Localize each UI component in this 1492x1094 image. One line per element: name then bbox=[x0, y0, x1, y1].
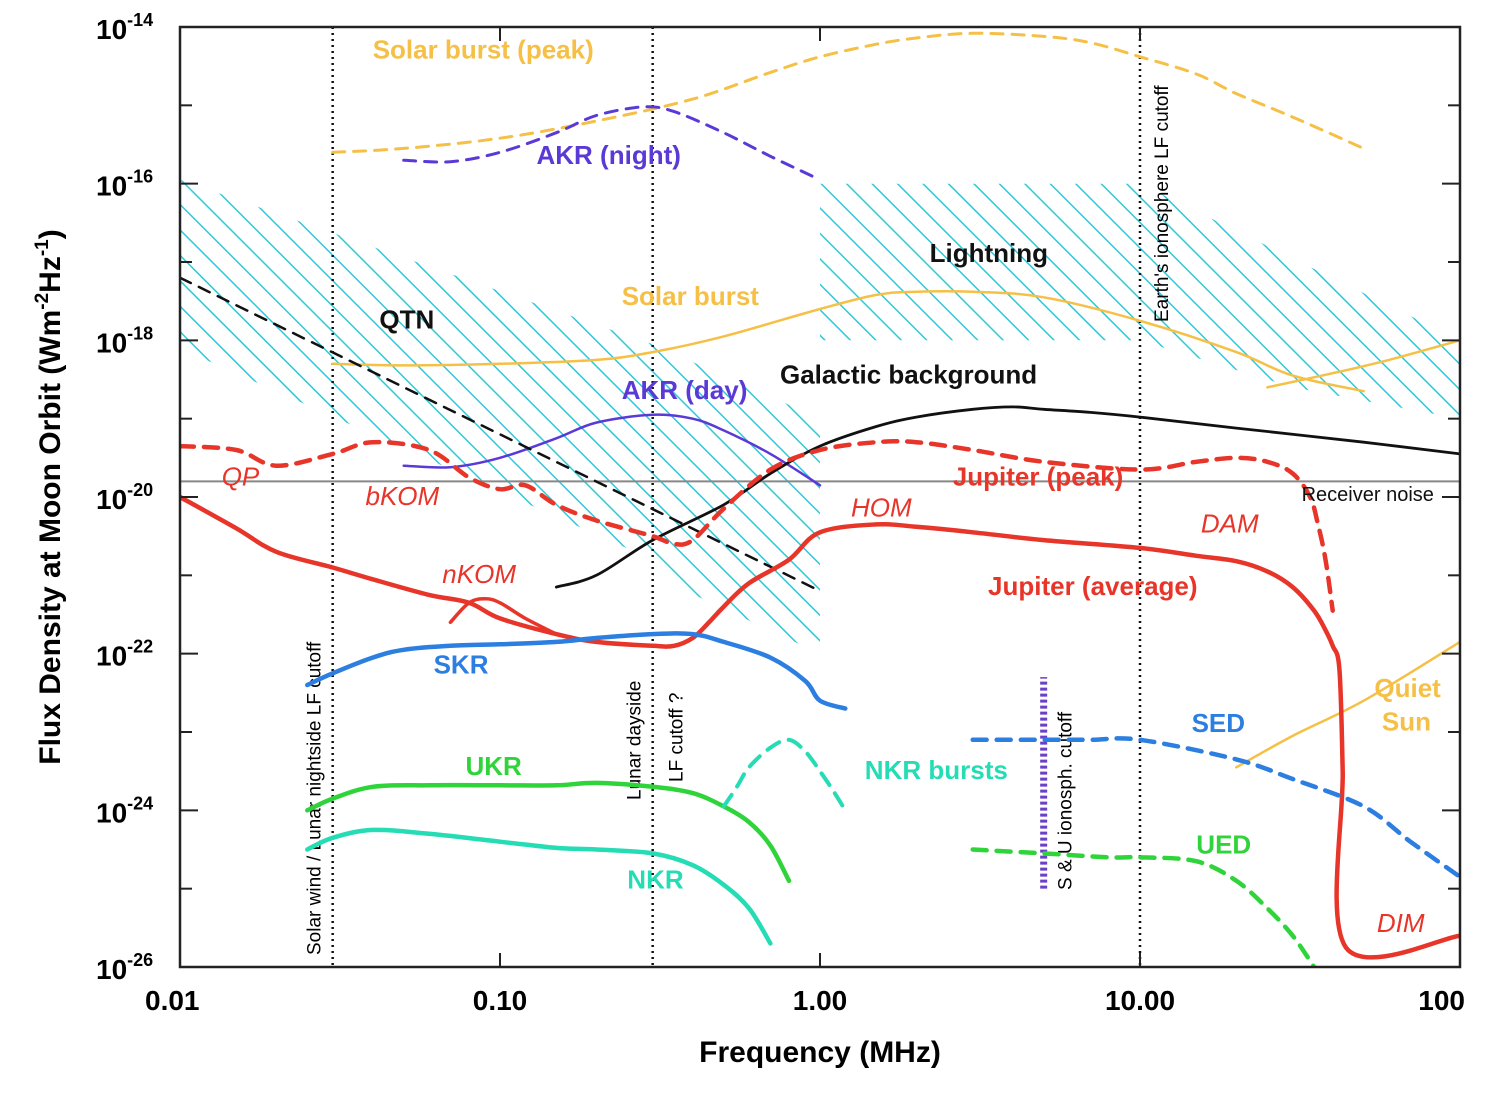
series-solar-burst-peak bbox=[331, 31, 1366, 154]
y-axis-title-mid: Hz bbox=[34, 256, 67, 293]
label-sun: Sun bbox=[1382, 706, 1431, 736]
y-tick-label: 10-26 bbox=[96, 950, 153, 985]
y-tick-label: 10-16 bbox=[96, 167, 153, 202]
label-bkom: bKOM bbox=[366, 481, 440, 511]
series-ued bbox=[970, 847, 1317, 967]
series-skr bbox=[305, 631, 848, 711]
x-tick-label: 0.01 bbox=[145, 985, 200, 1016]
series-galactic-background bbox=[554, 405, 1460, 589]
x-tick-label: 100 bbox=[1418, 985, 1465, 1016]
label-sed: SED bbox=[1192, 708, 1245, 738]
label-receiver-noise: Receiver noise bbox=[1302, 484, 1434, 506]
x-tick-label: 0.10 bbox=[473, 985, 528, 1016]
label-hom: HOM bbox=[851, 493, 912, 523]
hatch-region-lightning bbox=[820, 183, 1460, 419]
cutoff-label-lf-cutoff: LF cutoff ? bbox=[667, 693, 688, 782]
series-solar-burst bbox=[331, 289, 1365, 393]
y-axis-title-main: Flux Density at Moon Orbit (Wm bbox=[34, 310, 67, 765]
y-tick-label: 10-20 bbox=[96, 480, 153, 515]
series-akr-night bbox=[402, 105, 822, 182]
series-akr-day bbox=[402, 413, 822, 487]
series-nkom bbox=[448, 597, 559, 636]
x-tick-label: 1.00 bbox=[793, 985, 848, 1016]
label-quiet: Quiet bbox=[1374, 673, 1441, 703]
series-ukr bbox=[305, 780, 792, 884]
label-ukr: UKR bbox=[466, 751, 523, 781]
y-axis-title-sup2: -1 bbox=[32, 239, 53, 256]
plot-frame: 0.01 0.10 1.00 10.00 100 10-26 10-24 10-22 10-20… bbox=[96, 10, 1465, 1016]
label-skr: SKR bbox=[434, 649, 489, 679]
series-labels: Solar burst (peak) AKR (night) Lightning So… bbox=[222, 34, 1441, 938]
cutoff-lines: Solar wind / Lunar nightside LF cutoff Lu… bbox=[305, 27, 1173, 967]
hatched-regions bbox=[180, 179, 1460, 654]
series-nkr bbox=[305, 827, 773, 946]
label-solar-burst: Solar burst bbox=[622, 281, 760, 311]
label-dam: DAM bbox=[1201, 508, 1259, 538]
y-tick-label: 10-18 bbox=[96, 323, 153, 358]
series-quiet-sun-high bbox=[1266, 339, 1460, 389]
y-tick-label: 10-24 bbox=[96, 793, 153, 828]
label-qtn: QTN bbox=[379, 305, 434, 335]
label-dim: DIM bbox=[1377, 908, 1425, 938]
series-quiet-sun bbox=[1235, 640, 1460, 769]
label-qp: QP bbox=[222, 461, 260, 491]
cutoff-label-lunar-dayside: Lunar dayside bbox=[625, 681, 646, 800]
label-lightning: Lightning bbox=[930, 238, 1048, 268]
su-cutoff-label: S & U ionosph. cutoff bbox=[1056, 711, 1077, 890]
y-axis-title-end: ) bbox=[34, 229, 67, 239]
label-galactic-background: Galactic background bbox=[780, 359, 1037, 389]
label-ued: UED bbox=[1196, 829, 1251, 859]
data-series bbox=[180, 31, 1460, 967]
series-sed bbox=[970, 736, 1460, 880]
label-nkom: nKOM bbox=[442, 559, 516, 589]
y-tick-label: 10-14 bbox=[96, 10, 153, 45]
label-nkr-bursts: NKR bursts bbox=[865, 755, 1008, 785]
label-jupiter-peak: Jupiter (peak) bbox=[953, 461, 1124, 491]
cutoff-label-earth-ionosphere: Earth's ionosphere LF cutoff bbox=[1152, 85, 1173, 322]
label-akr-day: AKR (day) bbox=[622, 375, 748, 405]
series-jupiter-peak bbox=[180, 438, 1335, 613]
y-axis-title-sup1: -2 bbox=[32, 293, 53, 310]
label-jupiter-average: Jupiter (average) bbox=[988, 571, 1198, 601]
cutoff-label-solar-wind: Solar wind / Lunar nightside LF cutoff bbox=[305, 641, 326, 955]
hatch-region-qtn bbox=[180, 179, 653, 560]
x-axis-title: Frequency (MHz) bbox=[699, 1036, 941, 1069]
series-nkr-bursts bbox=[721, 737, 848, 813]
x-tick-label: 10.00 bbox=[1105, 985, 1175, 1016]
series-qtn-line bbox=[180, 276, 822, 593]
series-jupiter-average bbox=[180, 494, 1460, 960]
label-solar-burst-peak: Solar burst (peak) bbox=[373, 34, 594, 64]
label-akr-night: AKR (night) bbox=[537, 140, 681, 170]
y-tick-label: 10-22 bbox=[96, 637, 153, 672]
label-nkr: NKR bbox=[627, 865, 684, 895]
y-axis-title: Flux Density at Moon Orbit (Wm-2Hz-1) bbox=[32, 229, 67, 764]
